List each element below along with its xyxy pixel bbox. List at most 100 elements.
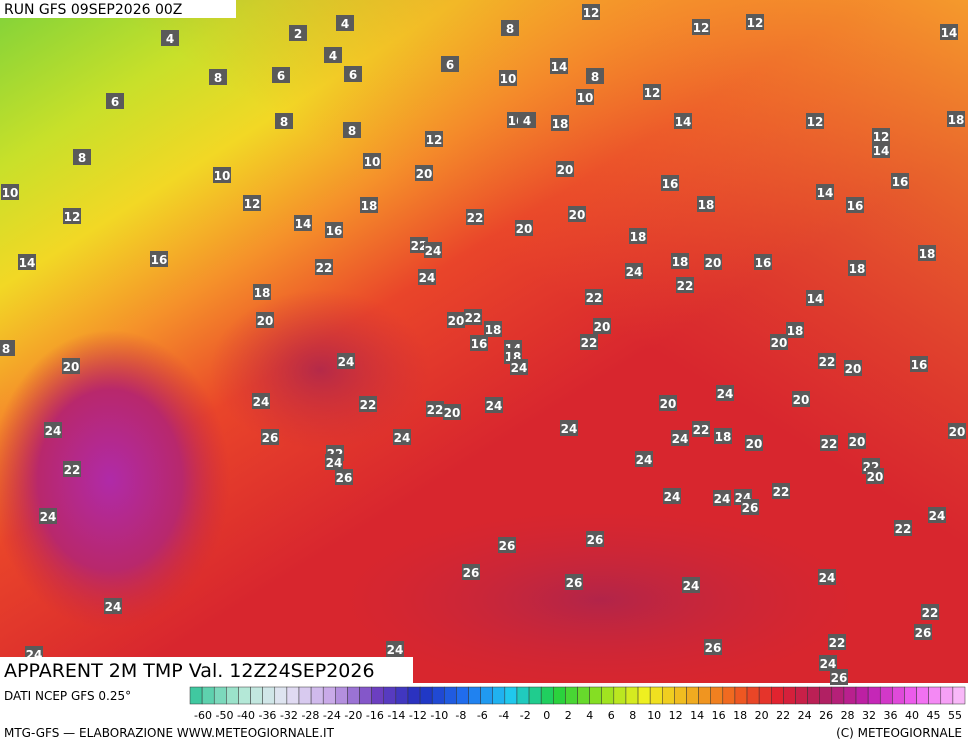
temp-label: 20 (416, 167, 433, 181)
label-box (515, 220, 533, 236)
label-box (425, 131, 443, 147)
temp-label: 12 (583, 6, 600, 20)
temp-label: 12 (873, 130, 890, 144)
temp-label: 18 (552, 117, 569, 131)
temp-label: 4 (341, 17, 349, 31)
scale-swatch (371, 686, 384, 705)
label-box (501, 20, 519, 36)
scale-label: 22 (776, 709, 790, 722)
temp-label: 14 (295, 217, 312, 231)
scale-swatch (419, 686, 433, 705)
scale-label: -16 (366, 709, 384, 722)
temp-label: 6 (349, 68, 357, 82)
temp-label: 10 (500, 72, 517, 86)
scale-label: 8 (629, 709, 636, 722)
temp-label: 10 (214, 169, 231, 183)
label-box (344, 66, 362, 82)
label-box (410, 237, 428, 253)
label-box (580, 334, 598, 350)
temp-label: 20 (63, 360, 80, 374)
label-box (676, 277, 694, 293)
temp-label: 22 (821, 437, 838, 451)
label-box (550, 58, 568, 74)
temp-label: 26 (262, 431, 279, 445)
label-box (518, 112, 536, 128)
temp-label: 22 (895, 522, 912, 536)
temp-label: 16 (892, 175, 909, 189)
label-box (441, 56, 459, 72)
scale-swatch (298, 686, 312, 705)
scale-swatch (831, 686, 845, 705)
label-box (593, 318, 611, 334)
scale-swatch (710, 686, 724, 705)
scale-swatch (189, 686, 203, 705)
label-box (39, 508, 57, 524)
label-box (393, 429, 411, 445)
temp-label: 26 (463, 566, 480, 580)
label-box (343, 122, 361, 138)
scale-swatch (492, 686, 506, 705)
temp-label: 18 (919, 247, 936, 261)
label-box (891, 173, 909, 189)
label-box (754, 254, 772, 270)
temp-label: 26 (915, 626, 932, 640)
temp-label: 4 (166, 32, 174, 46)
scale-swatch (843, 686, 857, 705)
temp-label: 12 (807, 115, 824, 129)
temp-label: 24 (40, 510, 57, 524)
scale-label: 26 (819, 709, 833, 722)
label-box (872, 142, 890, 158)
temp-label: 14 (873, 144, 890, 158)
scale-swatch (310, 686, 324, 705)
label-box (772, 483, 790, 499)
label-box (635, 451, 653, 467)
label-box (363, 153, 381, 169)
temp-label: 18 (715, 430, 732, 444)
scale-swatch (904, 686, 917, 705)
temp-label: 8 (591, 70, 599, 84)
temp-label: 26 (566, 576, 583, 590)
label-box (335, 469, 353, 485)
temp-label: 20 (705, 256, 722, 270)
temp-label: 12 (244, 197, 261, 211)
temp-label: 22 (64, 463, 81, 477)
temp-label: 20 (516, 222, 533, 236)
scale-label: 40 (905, 709, 919, 722)
label-box (643, 84, 661, 100)
scale-label: 36 (884, 709, 898, 722)
label-box (565, 574, 583, 590)
scale-swatch (819, 686, 833, 705)
label-box (659, 395, 677, 411)
temp-label: 26 (831, 671, 848, 685)
scale-label: -2 (520, 709, 531, 722)
scale-swatch (734, 686, 748, 705)
label-box (820, 435, 838, 451)
temp-label: 16 (847, 199, 864, 213)
temp-label: 18 (630, 230, 647, 244)
label-box (914, 624, 932, 640)
temp-label: 24 (636, 453, 653, 467)
temp-label: 24 (253, 395, 270, 409)
label-box (253, 284, 271, 300)
temp-label: 20 (557, 163, 574, 177)
temp-label: 6 (446, 58, 454, 72)
temp-label: 24 (338, 355, 355, 369)
temp-label: 26 (742, 501, 759, 515)
scale-label: -20 (344, 709, 362, 722)
scale-swatch (201, 686, 215, 705)
label-box (682, 577, 700, 593)
scale-label: 18 (733, 709, 747, 722)
scale-swatch (674, 686, 687, 705)
label-box (325, 222, 343, 238)
label-box (671, 253, 689, 269)
scale-swatch (879, 686, 893, 705)
temp-label: 12 (64, 210, 81, 224)
label-box (582, 4, 600, 20)
label-box (294, 215, 312, 231)
scale-swatch (637, 686, 651, 705)
scale-label: -14 (387, 709, 405, 722)
label-box (213, 167, 231, 183)
temp-label: 8 (280, 115, 288, 129)
label-box (816, 184, 834, 200)
label-box (424, 242, 442, 258)
